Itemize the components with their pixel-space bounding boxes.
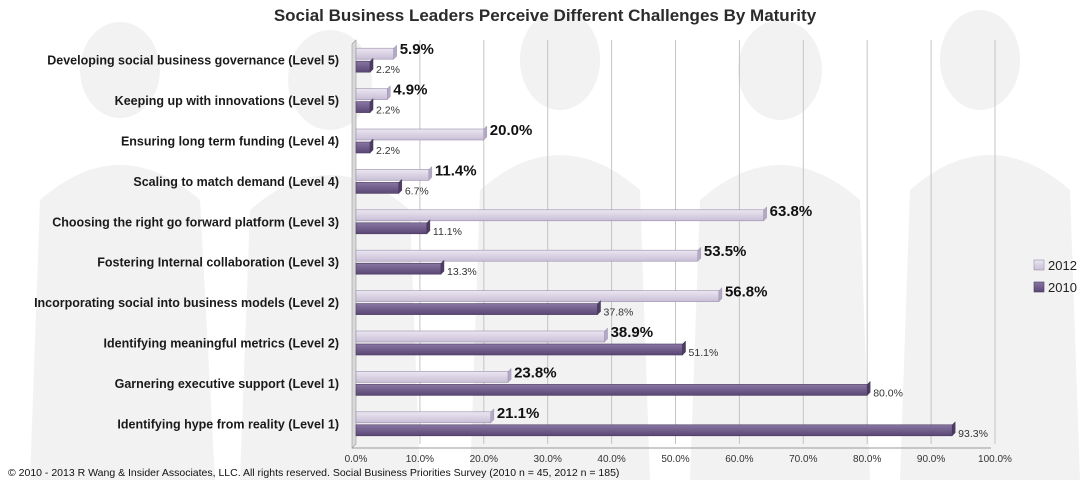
data-label-2010: 2.2% — [376, 64, 400, 76]
x-tick-label: 80.0% — [853, 454, 881, 465]
bar-2010 — [355, 101, 371, 113]
bar-2012-end — [483, 125, 487, 141]
category-label: Ensuring long term funding (Level 4) — [121, 135, 339, 149]
bar-2012 — [355, 290, 720, 302]
bar-2010-end — [951, 421, 956, 437]
x-tick-label: 30.0% — [534, 454, 562, 465]
data-label-2012: 21.1% — [497, 405, 540, 422]
bar-2012 — [355, 330, 605, 343]
data-label-2012: 5.9% — [400, 41, 434, 58]
data-label-2010: 51.1% — [689, 347, 719, 359]
x-tick-label: 0.0% — [345, 454, 368, 465]
x-tick-label: 10.0% — [406, 454, 434, 465]
category-label: Identifying meaningful metrics (Level 2) — [104, 337, 339, 351]
gridlines — [419, 40, 996, 444]
data-label-2012: 53.5% — [704, 243, 747, 260]
bar-2010 — [355, 424, 953, 437]
bar-2010 — [355, 303, 598, 315]
category-label: Fostering Internal collaboration (Level … — [97, 256, 339, 270]
bar-2010-end — [369, 98, 374, 114]
bar-2010-end — [426, 219, 431, 235]
bar-2012-end — [718, 287, 723, 303]
data-label-2012: 4.9% — [393, 82, 427, 99]
category-label: Scaling to match demand (Level 4) — [133, 175, 339, 189]
bars — [355, 44, 956, 437]
bar-2010 — [355, 141, 371, 154]
bar-2012-end — [763, 206, 767, 222]
background-silhouettes — [30, 10, 1080, 480]
bar-2012 — [355, 88, 388, 100]
data-label-2012: 63.8% — [770, 203, 813, 220]
bar-2012-end — [697, 246, 702, 262]
footer-copyright: © 2010 - 2013 R Wang & Insider Associate… — [8, 467, 619, 479]
bar-2010-end — [867, 380, 871, 396]
data-label-2010: 6.7% — [405, 185, 429, 197]
bar-2010 — [355, 262, 442, 275]
bar-2010 — [355, 343, 683, 356]
data-label-2010: 13.3% — [447, 266, 477, 278]
data-label-2012: 23.8% — [514, 364, 557, 381]
data-label-2010: 37.8% — [604, 307, 634, 319]
x-tick-label: 90.0% — [917, 454, 945, 465]
category-labels: Developing social business governance (L… — [34, 54, 339, 432]
x-tick-label: 40.0% — [597, 454, 625, 465]
x-tick-labels: 0.0% 10.0% 20.0% 30.0% 40.0% 50.0% 60.0% 70.0% 8… — [345, 454, 1012, 465]
bar-2010-end — [369, 57, 374, 73]
bar-2010 — [355, 182, 400, 194]
bar-2012 — [355, 249, 699, 262]
chart-title: Social Business Leaders Perceive Differe… — [274, 6, 817, 25]
data-label-2010: 80.0% — [873, 387, 903, 399]
bar-2010-end — [398, 178, 403, 194]
bar-2010-end — [682, 340, 686, 356]
category-label: Developing social business governance (L… — [47, 54, 339, 68]
bar-2012-end — [428, 165, 433, 181]
bar-2012 — [355, 47, 395, 60]
axis-wall — [351, 39, 357, 449]
bar-2012 — [355, 169, 430, 181]
bar-2010 — [355, 60, 371, 73]
bar-2010 — [355, 222, 428, 235]
bar-2010-end — [597, 300, 601, 316]
data-label-2010: 93.3% — [958, 428, 988, 440]
bar-2012-end — [507, 367, 512, 383]
category-label: Keeping up with innovations (Level 5) — [115, 94, 339, 108]
category-label: Choosing the right go forward platform (… — [52, 215, 339, 229]
bar-2010 — [355, 384, 868, 396]
x-tick-label: 70.0% — [789, 454, 817, 465]
bar-2010-end — [440, 259, 445, 275]
data-label-2012: 11.4% — [435, 162, 477, 179]
data-label-2012: 56.8% — [725, 284, 768, 301]
x-tick-label: 60.0% — [725, 454, 753, 465]
data-label-2010: 2.2% — [376, 145, 400, 157]
bar-2012 — [355, 411, 492, 424]
bar-2012 — [355, 371, 509, 383]
legend-swatch-2010 — [1033, 281, 1045, 293]
category-label: Incorporating social into business model… — [34, 296, 339, 310]
data-label-2010: 11.1% — [433, 226, 462, 238]
bar-2012 — [355, 128, 485, 141]
bar-2012-end — [387, 85, 391, 101]
bar-2012-end — [604, 327, 608, 343]
bar-2012 — [355, 209, 764, 222]
data-label-2012: 38.9% — [611, 324, 654, 341]
data-labels: 5.9%2.2%4.9%2.2%20.0%2.2%11.4%6.7%63.8%1… — [376, 41, 988, 440]
axis-line — [351, 39, 991, 449]
bar-2010-end — [369, 138, 374, 154]
legend: 2012 2010 — [1033, 258, 1077, 295]
bar-2012-end — [393, 44, 397, 60]
data-label-2012: 20.0% — [490, 122, 533, 139]
legend-label-2010: 2010 — [1048, 280, 1077, 295]
legend-label-2012: 2012 — [1048, 258, 1077, 273]
data-label-2010: 2.2% — [376, 105, 400, 117]
x-tick-label: 100.0% — [978, 454, 1012, 465]
category-label: Garnering executive support (Level 1) — [115, 377, 339, 391]
legend-swatch-2012 — [1033, 259, 1045, 271]
x-tick-label: 20.0% — [470, 454, 498, 465]
x-tick-label: 50.0% — [661, 454, 689, 465]
category-label: Identifying hype from reality (Level 1) — [117, 417, 339, 431]
bar-2012-end — [490, 408, 495, 424]
